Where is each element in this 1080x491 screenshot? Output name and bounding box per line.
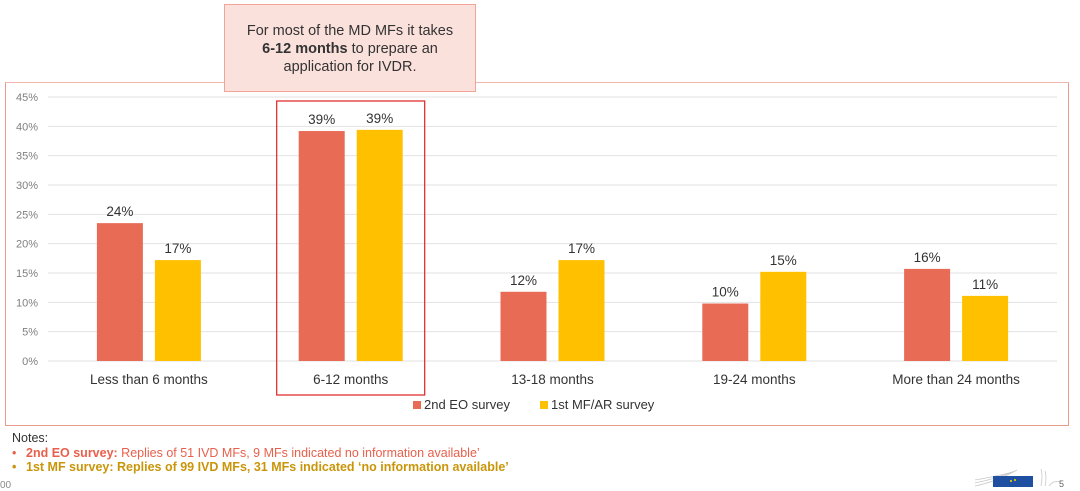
y-tick-label: 0% xyxy=(22,356,38,368)
x-tick-label: 13-18 months xyxy=(511,372,594,387)
y-tick-label: 15% xyxy=(16,268,38,280)
bar xyxy=(298,131,345,361)
y-tick-label: 20% xyxy=(16,239,38,251)
notes: Notes: • 2nd EO survey: Replies of 51 IVD… xyxy=(12,431,509,474)
note-item: • 2nd EO survey: Replies of 51 IVD MFs, 9… xyxy=(12,445,480,460)
callout-line1: For most of the MD MFs it takes xyxy=(246,23,454,39)
y-tick-label: 40% xyxy=(16,121,38,133)
y-tick-label: 25% xyxy=(16,209,38,221)
y-tick-label: 5% xyxy=(22,327,38,339)
bar xyxy=(760,271,807,361)
legend-swatch xyxy=(413,401,421,409)
callout-line2: to prepare an xyxy=(347,41,438,57)
chart-frame xyxy=(5,82,1069,426)
data-label: 39% xyxy=(366,111,393,126)
data-label: 12% xyxy=(510,273,537,288)
page-fragment: 00 xyxy=(0,480,12,491)
x-tick-label: More than 24 months xyxy=(892,372,1020,387)
y-tick-label: 30% xyxy=(16,180,38,192)
legend-swatch xyxy=(540,401,548,409)
data-label: 11% xyxy=(972,277,998,292)
data-label: 17% xyxy=(568,241,595,256)
bar xyxy=(904,268,951,361)
data-label: 39% xyxy=(308,112,335,127)
data-label: 10% xyxy=(712,285,739,300)
data-label: 24% xyxy=(106,204,133,219)
legend-label: 1st MF/AR survey xyxy=(551,397,655,412)
bar xyxy=(702,303,749,361)
y-tick-label: 45% xyxy=(16,92,38,104)
bar xyxy=(96,223,143,361)
bar xyxy=(962,295,1009,361)
note-label: 2nd EO survey: xyxy=(26,445,118,460)
y-tick-label: 10% xyxy=(16,297,38,309)
bar xyxy=(154,260,201,361)
bar xyxy=(356,129,403,361)
legend-label: 2nd EO survey xyxy=(424,397,510,412)
data-label: 15% xyxy=(770,253,797,268)
highlight-box xyxy=(276,100,426,396)
ec-logo-icon: 5 xyxy=(974,468,1064,487)
x-tick-label: Less than 6 months xyxy=(90,372,208,387)
note-item: • 1st MF survey: Replies of 99 IVD MFs, 3… xyxy=(12,460,509,474)
y-tick-label: 35% xyxy=(16,151,38,163)
notes-title: Notes xyxy=(12,431,45,445)
note-text: Replies of 99 IVD MFs, 31 MFs indicated … xyxy=(113,460,509,474)
note-label: 1st MF survey: xyxy=(26,460,114,474)
data-label: 16% xyxy=(914,250,941,265)
bar xyxy=(558,260,605,361)
page-number: 5 xyxy=(1059,479,1064,487)
callout-box: For most of the MD MFs it takes 6-12 mon… xyxy=(224,4,476,92)
x-tick-label: 19-24 months xyxy=(713,372,796,387)
bar xyxy=(500,291,547,361)
x-tick-label: 6-12 months xyxy=(313,372,388,387)
callout-line3: application for IVDR. xyxy=(283,59,417,75)
data-label: 17% xyxy=(164,241,191,256)
note-text: Replies of 51 IVD MFs, 9 MFs indicated n… xyxy=(117,445,480,460)
callout-bold: 6-12 months xyxy=(262,41,348,57)
